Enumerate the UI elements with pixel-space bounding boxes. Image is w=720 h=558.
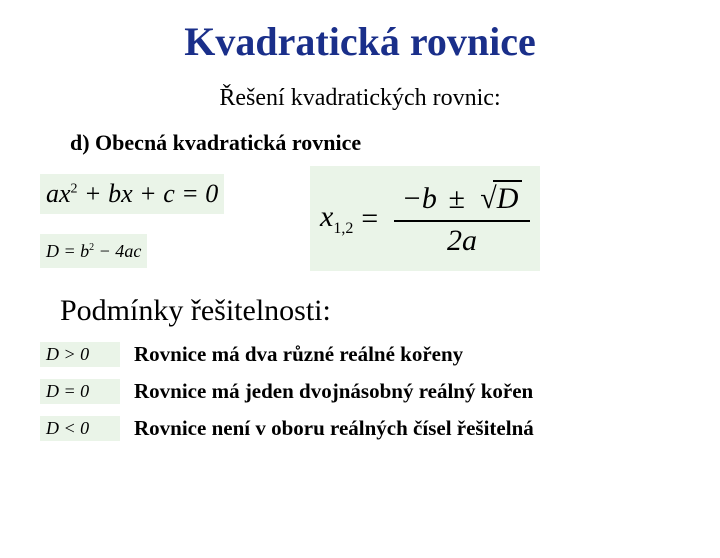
condition-row: D < 0 Rovnice není v oboru reálných číse… bbox=[40, 416, 720, 441]
roots-numerator: −b ± √D bbox=[394, 180, 531, 222]
section-d-heading: d) Obecná kvadratická rovnice bbox=[70, 130, 720, 156]
roots-fraction: −b ± √D 2a bbox=[394, 180, 531, 258]
condition-row: D > 0 Rovnice má dva různé reálné kořeny bbox=[40, 342, 720, 367]
condition-symbol: D = 0 bbox=[40, 379, 120, 404]
roots-x: x1,2 bbox=[320, 200, 353, 238]
subtitle: Řešení kvadratických rovnic: bbox=[0, 85, 720, 112]
equation-discriminant: D = b2 − 4ac bbox=[40, 234, 147, 268]
roots-equals: = bbox=[359, 202, 379, 236]
condition-row: D = 0 Rovnice má jeden dvojnásobný reáln… bbox=[40, 379, 720, 404]
equation-roots: x1,2 = −b ± √D 2a bbox=[310, 166, 540, 271]
sqrt-icon: √D bbox=[480, 180, 522, 216]
page-title: Kvadratická rovnice bbox=[0, 18, 720, 65]
condition-symbol: D > 0 bbox=[40, 342, 120, 367]
equation-general: ax2 + bx + c = 0 bbox=[40, 174, 224, 214]
condition-text: Rovnice má jeden dvojnásobný reálný koře… bbox=[134, 379, 533, 404]
conditions-list: D > 0 Rovnice má dva různé reálné kořeny… bbox=[40, 342, 720, 441]
roots-denominator: 2a bbox=[394, 222, 531, 258]
condition-symbol: D < 0 bbox=[40, 416, 120, 441]
condition-text: Rovnice má dva různé reálné kořeny bbox=[134, 342, 463, 367]
conditions-title: Podmínky řešitelnosti: bbox=[60, 294, 720, 328]
condition-text: Rovnice není v oboru reálných čísel řeši… bbox=[134, 416, 534, 441]
eq-discriminant-text: D = b2 − 4ac bbox=[46, 241, 141, 262]
equation-row: ax2 + bx + c = 0 D = b2 − 4ac x1,2 = −b … bbox=[0, 166, 720, 286]
eq-general-text: ax2 + bx + c = 0 bbox=[46, 179, 218, 209]
